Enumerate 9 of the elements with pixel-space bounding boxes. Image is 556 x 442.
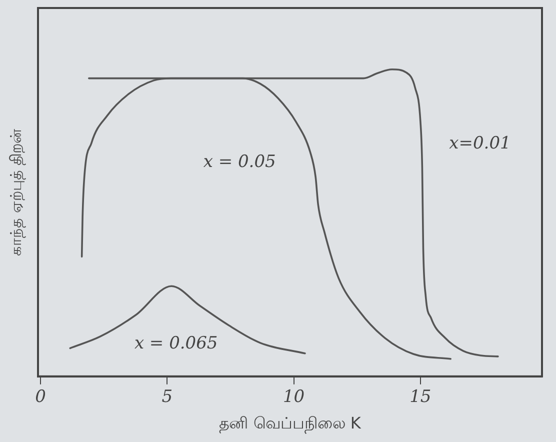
series-label: x = 0.05: [203, 152, 276, 172]
y-axis-title: காந்த ஏற்புத் திறன்: [6, 128, 25, 256]
series-label: x = 0.065: [134, 333, 218, 354]
x-tick-label: 10: [282, 387, 305, 408]
x-axis-title: தனி வெப்பநிலை K: [219, 414, 362, 433]
series-label: x=0.01: [449, 134, 511, 154]
x-tick-label: 15: [410, 387, 432, 408]
x-tick-label: 0: [35, 387, 46, 408]
x-tick-label: 5: [162, 387, 173, 408]
